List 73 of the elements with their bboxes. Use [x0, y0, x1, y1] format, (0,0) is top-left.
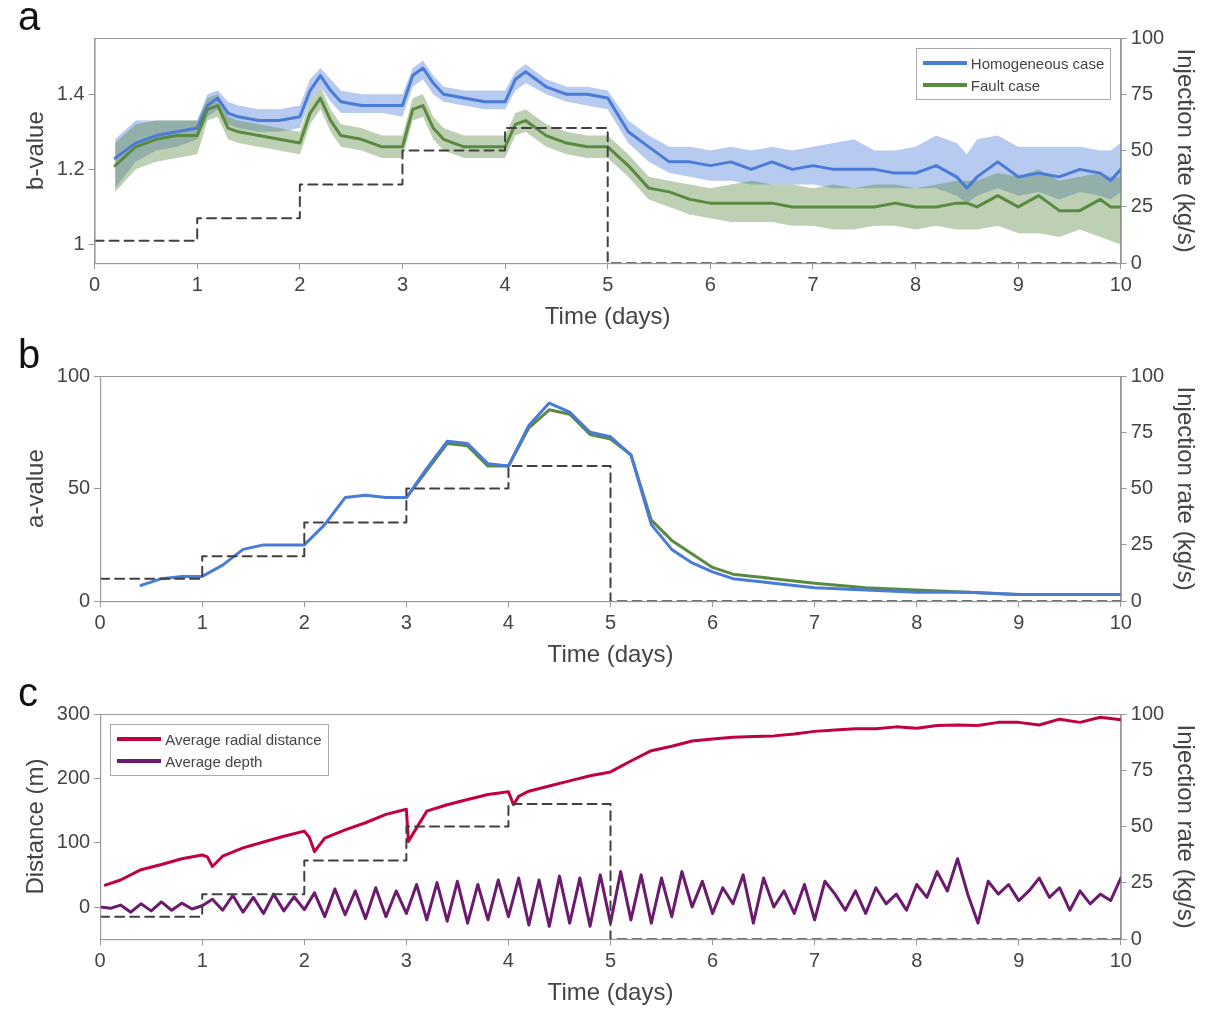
x-tick-label: 7: [807, 272, 819, 295]
x-tick-label: 3: [400, 948, 412, 971]
y2-axis-title: Injection rate (kg/s): [1172, 48, 1200, 253]
x-axis-title: Time (days): [547, 978, 674, 1006]
legend-label: Fault case: [970, 76, 1041, 94]
x-axis-title: Time (days): [547, 640, 674, 668]
y2-tick-label: 75: [1130, 81, 1154, 104]
x-tick-label: 10: [1109, 948, 1132, 971]
y2-tick-label: 25: [1130, 532, 1154, 555]
x-tick-label: 0: [94, 948, 106, 971]
x-tick-label: 1: [191, 272, 203, 295]
y-tick-label: 1.4: [56, 81, 85, 104]
x-tick-label: 4: [499, 272, 511, 295]
x-tick-label: 2: [298, 610, 310, 633]
y2-tick-label: 0: [1130, 926, 1142, 949]
x-tick-label: 8: [911, 948, 923, 971]
x-tick-label: 10: [1109, 272, 1132, 295]
x-tick-label: 3: [400, 610, 412, 633]
x-tick-label: 0: [94, 610, 106, 633]
y2-tick-label: 0: [1130, 250, 1142, 273]
y2-tick-label: 100: [1130, 25, 1165, 48]
y-tick-label: 100: [56, 830, 91, 853]
legend-label: Average radial distance: [165, 730, 322, 748]
y2-tick-label: 100: [1130, 701, 1165, 724]
y2-tick-label: 25: [1130, 870, 1154, 893]
x-tick-label: 6: [704, 272, 716, 295]
x-tick-label: 5: [602, 272, 614, 295]
y2-tick-label: 50: [1130, 814, 1154, 837]
x-tick-label: 4: [502, 948, 514, 971]
x-tick-label: 9: [1013, 610, 1025, 633]
x-tick-label: 1: [196, 610, 208, 633]
y-tick-label: 100: [56, 363, 91, 386]
chart-title: b: [18, 332, 41, 377]
chart-title: a: [18, 0, 41, 39]
y-tick-label: 1.2: [56, 156, 85, 179]
y-axis-title: Distance (m): [21, 758, 49, 895]
x-tick-label: 9: [1013, 948, 1025, 971]
y2-tick-label: 50: [1130, 138, 1154, 161]
x-tick-label: 5: [604, 610, 617, 633]
y2-tick-label: 75: [1130, 757, 1154, 780]
x-tick-label: 8: [910, 272, 922, 295]
x-tick-label: 1: [196, 948, 208, 971]
y2-tick-label: 0: [1130, 588, 1142, 611]
y-axis-title: a-value: [21, 449, 49, 528]
x-tick-label: 6: [707, 948, 719, 971]
x-tick-label: 8: [911, 610, 923, 633]
x-axis-title: Time (days): [544, 302, 671, 330]
x-tick-label: 5: [604, 948, 617, 971]
x-tick-label: 10: [1109, 610, 1132, 633]
y2-tick-label: 25: [1130, 194, 1154, 217]
y-tick-label: 1: [73, 231, 85, 254]
x-tick-label: 7: [809, 948, 821, 971]
y-tick-label: 0: [79, 588, 91, 611]
x-tick-label: 9: [1012, 272, 1024, 295]
x-tick-label: 2: [294, 272, 306, 295]
y-tick-label: 300: [56, 701, 91, 724]
y2-tick-label: 50: [1130, 476, 1154, 499]
x-tick-label: 6: [707, 610, 719, 633]
y-tick-label: 200: [56, 765, 91, 788]
y2-tick-label: 100: [1130, 363, 1165, 386]
x-tick-label: 7: [809, 610, 821, 633]
x-tick-label: 3: [396, 272, 409, 295]
y2-axis-title: Injection rate (kg/s): [1172, 386, 1200, 591]
y2-axis-title: Injection rate (kg/s): [1172, 724, 1200, 929]
y-tick-label: 0: [79, 894, 91, 917]
y2-tick-label: 75: [1130, 419, 1154, 442]
legend-label: Homogeneous case: [970, 54, 1105, 72]
x-tick-label: 4: [502, 610, 514, 633]
y-tick-label: 50: [67, 476, 91, 499]
y-axis-title: b-value: [21, 111, 49, 190]
x-tick-label: 2: [298, 948, 310, 971]
chart-title: c: [18, 670, 38, 715]
legend-label: Average depth: [165, 752, 263, 770]
